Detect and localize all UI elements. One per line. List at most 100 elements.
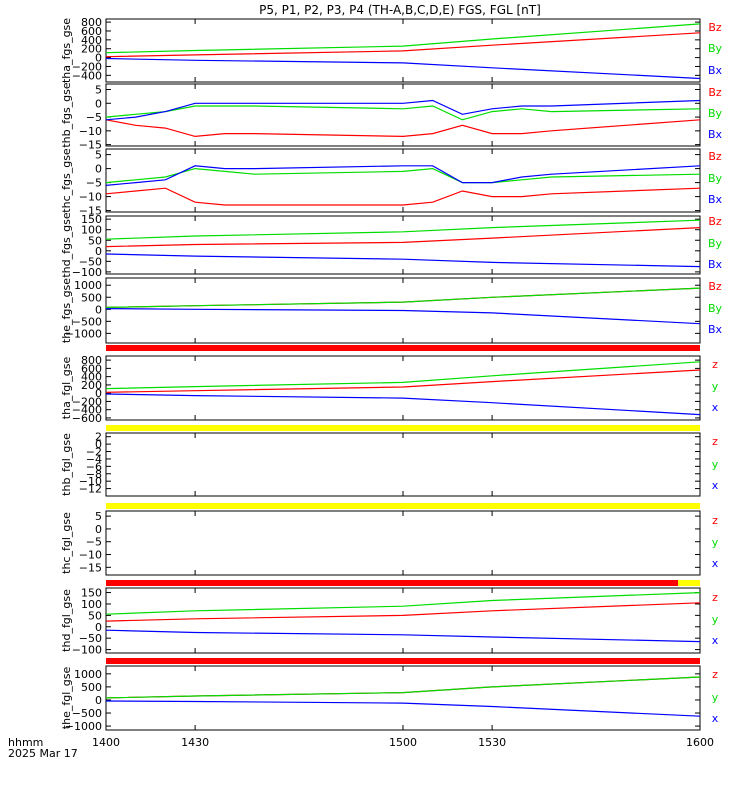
y-tick-label: 600 — [81, 362, 102, 375]
legend-bx: Bx — [708, 193, 723, 206]
series-line-by — [105, 105, 701, 121]
legend-bx: Bx — [708, 258, 723, 271]
legend-x: x — [712, 634, 719, 647]
series-line-x — [105, 393, 701, 416]
legend-y: y — [712, 536, 719, 549]
y-tick-label: 600 — [81, 25, 102, 38]
legend-y: y — [712, 380, 719, 393]
y-tick-label: −15 — [79, 205, 102, 218]
y-tick-label: 2 — [95, 431, 102, 444]
y-tick-label: 50 — [88, 609, 102, 622]
y-tick-label: −100 — [72, 266, 102, 279]
panel-frame — [105, 432, 701, 497]
legend-bz: Bz — [708, 86, 722, 99]
legend-bz: Bz — [708, 280, 722, 293]
y-tick-label: 150 — [81, 213, 102, 226]
y-tick-label: 0 — [95, 523, 102, 536]
panel-ylabel: the_fgs_gse — [60, 278, 73, 343]
series-line-by — [105, 287, 701, 308]
legend-z: z — [712, 514, 718, 527]
y-tick-label: 400 — [81, 34, 102, 47]
legend-by: By — [708, 42, 723, 55]
legend-by: By — [708, 107, 723, 120]
y-tick-label: 5 — [95, 149, 102, 162]
legend-by: By — [708, 302, 723, 315]
series-line-bx — [105, 99, 701, 121]
series-line-by — [105, 219, 701, 240]
y-tick-label: 5 — [95, 84, 102, 97]
panel-ylabel: the_fgl_gse — [60, 667, 73, 730]
legend-z: z — [712, 435, 718, 448]
y-tick-label: −1000 — [65, 327, 102, 340]
y-tick-label: −1000 — [65, 720, 102, 733]
y-tick-label: 800 — [81, 354, 102, 367]
panel-ylabel: tha_fgl_gse — [60, 357, 73, 420]
series-line-z — [105, 369, 701, 393]
series-line-bz — [105, 287, 701, 308]
series-line-y — [105, 361, 701, 390]
series-line-x — [105, 629, 701, 643]
y-tick-label: −500 — [72, 707, 102, 720]
y-tick-label: −15 — [79, 561, 102, 574]
legend-x: x — [712, 401, 719, 414]
panel-ylabel: thc_fgl_gse — [60, 512, 73, 574]
y-tick-label: −10 — [79, 125, 102, 138]
panel-ylabel: thd_fgs_gse — [60, 212, 73, 278]
series-line-bz — [105, 119, 701, 138]
legend-by: By — [708, 172, 723, 185]
x-tick-label: 1430 — [181, 736, 209, 749]
y-tick-label: −10 — [79, 191, 102, 204]
panel-frame — [105, 665, 701, 731]
y-tick-label: −12 — [79, 483, 102, 496]
y-tick-label: 0 — [95, 303, 102, 316]
y-tick-label: −400 — [72, 69, 102, 82]
y-tick-label: 0 — [95, 52, 102, 65]
panel-thb_fgl_gse: 20−2−4−6−8−10−12 thb_fgl_gse zyx — [60, 431, 719, 509]
panel-thc_fgs_gse: 50−5−10−15 thc_fgs_gse Bz By Bx — [60, 148, 723, 218]
series-line-by — [105, 23, 701, 54]
legend-bx: Bx — [708, 128, 723, 141]
y-tick-label: −15 — [79, 139, 102, 152]
y-tick-label: 800 — [81, 16, 102, 29]
y-tick-label: −500 — [72, 315, 102, 328]
y-tick-label: −8 — [86, 468, 102, 481]
y-tick-label: −50 — [79, 632, 102, 645]
status-bar-red — [106, 658, 700, 664]
legend-bx: Bx — [708, 323, 723, 336]
y-tick-label: 0 — [95, 245, 102, 258]
y-tick-label: 0 — [95, 694, 102, 707]
series-line-y — [105, 592, 701, 615]
panel-frame — [105, 510, 701, 576]
legend-bz: Bz — [708, 21, 722, 34]
y-tick-label: −200 — [72, 395, 102, 408]
series-line-y — [105, 676, 701, 699]
y-tick-label: 400 — [81, 371, 102, 384]
panel-thb_fgs_gse: 50−5−10−15 thb_fgs_gse Bz By Bx — [60, 82, 723, 152]
legend-bx: Bx — [708, 64, 723, 77]
y-tick-label: 200 — [81, 43, 102, 56]
chart-title: P5, P1, P2, P3, P4 (TH-A,B,C,D,E) FGS, F… — [259, 3, 541, 17]
legend-z: z — [712, 668, 718, 681]
status-bar-red — [106, 580, 700, 586]
status-bar-yellow — [678, 580, 700, 586]
legend-bz: Bz — [708, 150, 722, 163]
panel-frame — [105, 587, 701, 654]
y-tick-label: 0 — [95, 163, 102, 176]
legend-y: y — [712, 458, 719, 471]
series-line-bz — [105, 187, 701, 206]
series-line-z — [105, 676, 701, 699]
legend-bz: Bz — [708, 215, 722, 228]
y-tick-label: 500 — [81, 291, 102, 304]
series-line-x — [105, 700, 701, 717]
y-tick-label: 1000 — [74, 668, 102, 681]
y-tick-label: 200 — [81, 379, 102, 392]
y-tick-label: 5 — [95, 510, 102, 523]
legend-by: By — [708, 237, 723, 250]
panel-ylabel: thb_fgs_gse — [60, 82, 73, 148]
y-tick-label: −5 — [86, 536, 102, 549]
y-tick-label: −6 — [86, 460, 102, 473]
